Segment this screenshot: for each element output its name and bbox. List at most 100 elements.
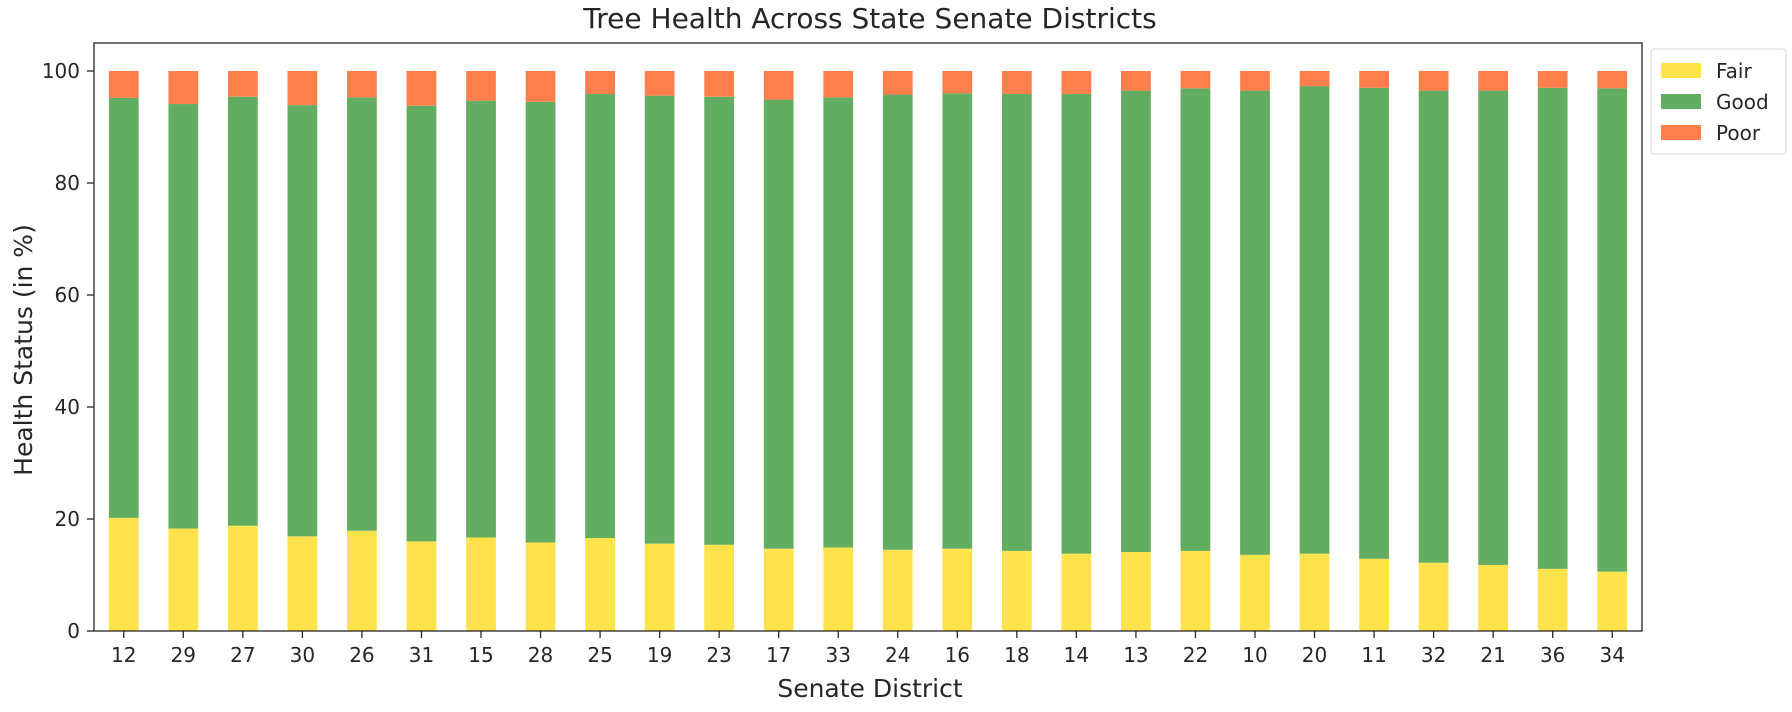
bar-fair-16 [942, 548, 973, 631]
y-tick-label-0: 0 [67, 619, 80, 643]
bar-fair-27 [227, 525, 258, 631]
bar-good-10 [1240, 90, 1270, 555]
bar-good-11 [1359, 87, 1389, 559]
bar-poor-19 [644, 71, 675, 96]
bar-good-28 [525, 101, 556, 543]
bar-poor-30 [287, 71, 318, 106]
bar-fair-14 [1061, 553, 1092, 631]
x-tick-label-31: 31 [409, 643, 434, 667]
bar-fair-36 [1537, 568, 1568, 631]
bar-fair-33 [823, 547, 854, 631]
x-tick-label-27: 27 [230, 643, 255, 667]
y-tick-label-80: 80 [55, 171, 80, 195]
bar-good-29 [168, 104, 199, 529]
bar-fair-29 [168, 528, 199, 631]
bar-good-14 [1061, 93, 1092, 554]
bar-fair-25 [585, 538, 615, 631]
legend-label-fair: Fair [1716, 59, 1752, 83]
bar-poor-12 [108, 71, 139, 98]
bar-good-20 [1299, 86, 1330, 554]
x-tick-label-19: 19 [647, 643, 672, 667]
bar-good-21 [1478, 90, 1509, 565]
x-tick-label-28: 28 [528, 643, 553, 667]
bar-good-18 [1001, 93, 1032, 551]
bar-good-25 [585, 93, 615, 539]
x-tick-label-30: 30 [290, 643, 315, 667]
y-tick-label-60: 60 [55, 283, 80, 307]
bar-poor-21 [1478, 71, 1509, 91]
bar-fair-26 [347, 530, 377, 631]
bar-fair-13 [1121, 552, 1151, 631]
bar-good-23 [704, 96, 735, 545]
y-axis-label: Health Status (in %) [9, 224, 38, 476]
bar-poor-34 [1597, 71, 1628, 89]
bar-poor-28 [525, 71, 556, 102]
bar-fair-19 [644, 543, 675, 631]
y-tick-label-20: 20 [55, 507, 80, 531]
bar-poor-25 [585, 71, 615, 94]
bar-good-30 [287, 105, 318, 537]
bar-poor-22 [1180, 71, 1211, 89]
bar-good-33 [823, 97, 854, 548]
bar-fair-32 [1418, 562, 1449, 631]
bar-good-13 [1121, 90, 1151, 553]
bar-fair-28 [525, 542, 556, 631]
bar-fair-11 [1359, 558, 1389, 631]
legend-label-good: Good [1716, 90, 1769, 114]
bar-poor-11 [1359, 71, 1389, 88]
bar-fair-21 [1478, 564, 1509, 631]
x-tick-label-22: 22 [1183, 643, 1208, 667]
legend: Fair Good Poor [1650, 48, 1787, 155]
plot-frame [93, 42, 1643, 632]
x-tick-label-26: 26 [349, 643, 374, 667]
x-tick-label-20: 20 [1302, 643, 1327, 667]
bar-fair-34 [1597, 571, 1628, 631]
x-axis-label: Senate District [777, 674, 963, 703]
bar-good-19 [644, 95, 675, 544]
bar-poor-26 [347, 71, 377, 98]
bar-good-34 [1597, 88, 1628, 572]
bar-fair-31 [406, 541, 437, 631]
legend-swatch-good [1661, 94, 1701, 109]
y-axis: 0 20 40 60 80 100 [42, 59, 94, 643]
bar-good-24 [882, 94, 913, 550]
x-tick-label-36: 36 [1540, 643, 1565, 667]
x-tick-label-23: 23 [706, 643, 731, 667]
bar-poor-10 [1240, 71, 1270, 91]
bar-poor-23 [704, 71, 735, 97]
bar-good-22 [1180, 88, 1211, 551]
x-tick-label-29: 29 [171, 643, 196, 667]
bar-good-12 [108, 97, 139, 518]
bar-fair-30 [287, 536, 318, 631]
legend-swatch-fair [1661, 63, 1701, 78]
bar-fair-20 [1299, 553, 1330, 631]
bar-good-31 [406, 105, 437, 542]
x-axis: 12 29 27 30 26 31 15 28 25 19 23 17 33 24 16 18 14 13 22 10… [111, 631, 1625, 667]
bar-poor-36 [1537, 71, 1568, 88]
x-tick-label-12: 12 [111, 643, 136, 667]
bar-poor-14 [1061, 71, 1092, 94]
bar-fair-18 [1001, 550, 1032, 631]
x-tick-label-17: 17 [766, 643, 791, 667]
bar-poor-31 [406, 71, 437, 106]
bar-good-16 [942, 93, 973, 549]
bars-layer [108, 71, 1628, 631]
bar-poor-17 [763, 71, 794, 100]
bar-good-27 [227, 96, 258, 526]
x-tick-label-10: 10 [1242, 643, 1267, 667]
bar-fair-15 [466, 537, 496, 631]
y-tick-label-100: 100 [42, 59, 80, 83]
x-tick-label-15: 15 [468, 643, 493, 667]
legend-swatch-poor [1661, 125, 1701, 140]
bar-fair-10 [1240, 554, 1270, 631]
legend-label-poor: Poor [1716, 121, 1761, 145]
x-tick-label-21: 21 [1480, 643, 1505, 667]
chart-title: Tree Health Across State Senate District… [582, 2, 1156, 35]
bar-fair-22 [1180, 550, 1211, 631]
x-tick-label-11: 11 [1361, 643, 1386, 667]
x-tick-label-16: 16 [945, 643, 970, 667]
bar-poor-15 [466, 71, 496, 101]
x-tick-label-14: 14 [1064, 643, 1089, 667]
bar-poor-32 [1418, 71, 1449, 91]
bar-poor-33 [823, 71, 854, 98]
